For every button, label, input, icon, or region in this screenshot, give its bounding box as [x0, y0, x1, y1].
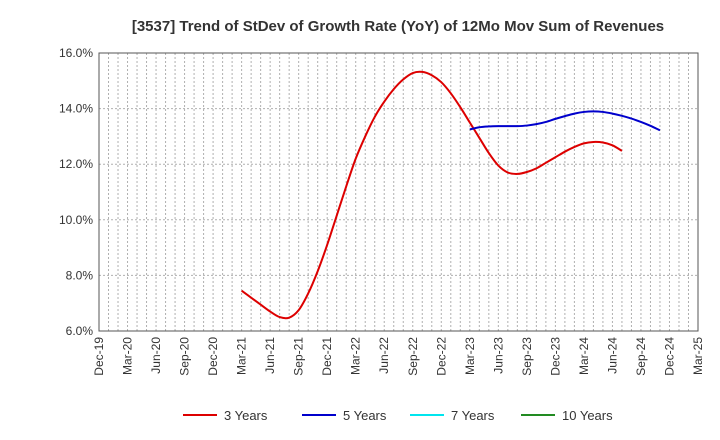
legend: 3 Years 5 Years 7 Years 10 Years [183, 408, 613, 423]
x-tick-label: Mar-21 [235, 337, 249, 375]
legend-label-7-years: 7 Years [451, 408, 495, 423]
plot-border [98, 52, 699, 332]
x-tick-label: Dec-20 [206, 337, 220, 376]
x-tick-label: Mar-24 [577, 337, 591, 375]
x-tick-label: Jun-20 [149, 337, 163, 374]
x-tick-label: Mar-20 [121, 337, 135, 375]
legend-label-10-years: 10 Years [562, 408, 613, 423]
x-tick-label: Mar-23 [463, 337, 477, 375]
x-tick-label: Mar-22 [349, 337, 363, 375]
chart-title: [3537] Trend of StDev of Growth Rate (Yo… [132, 18, 664, 35]
x-tick-label: Dec-19 [92, 337, 106, 376]
x-tick-label: Sep-20 [178, 337, 192, 376]
x-tick-label: Jun-24 [605, 337, 619, 374]
x-tick-label: Sep-23 [520, 337, 534, 376]
x-tick-label: Sep-21 [292, 337, 306, 376]
y-tick-label: 14.0% [59, 102, 93, 116]
legend-label-3-years: 3 Years [224, 408, 268, 423]
x-axis: Dec-19 Mar-20 Jun-20 Sep-20 Dec-20 Mar-21 Jun-… [92, 337, 705, 376]
plot-area [99, 53, 698, 331]
x-tick-label: Jun-21 [263, 337, 277, 374]
x-tick-label: Jun-23 [491, 337, 505, 374]
y-axis: 6.0% 8.0% 10.0% 12.0% 14.0% 16.0% [59, 46, 93, 338]
y-tick-label: 10.0% [59, 213, 93, 227]
x-tick-label: Dec-21 [320, 337, 334, 376]
y-tick-label: 6.0% [66, 324, 94, 338]
x-tick-label: Jun-22 [377, 337, 391, 374]
y-tick-label: 12.0% [59, 157, 93, 171]
x-tick-label: Dec-24 [662, 337, 676, 376]
x-tick-label: Dec-22 [434, 337, 448, 376]
series-line-3-years [241, 70, 623, 320]
x-tick-label: Sep-24 [634, 337, 648, 376]
x-tick-label: Mar-25 [691, 337, 705, 375]
x-tick-label: Dec-23 [548, 337, 562, 376]
x-tick-label: Sep-22 [406, 337, 420, 376]
series-group [241, 70, 661, 320]
y-tick-label: 8.0% [66, 268, 94, 282]
y-tick-label: 16.0% [59, 46, 93, 60]
legend-label-5-years: 5 Years [343, 408, 387, 423]
series-line-5-years [469, 110, 661, 132]
